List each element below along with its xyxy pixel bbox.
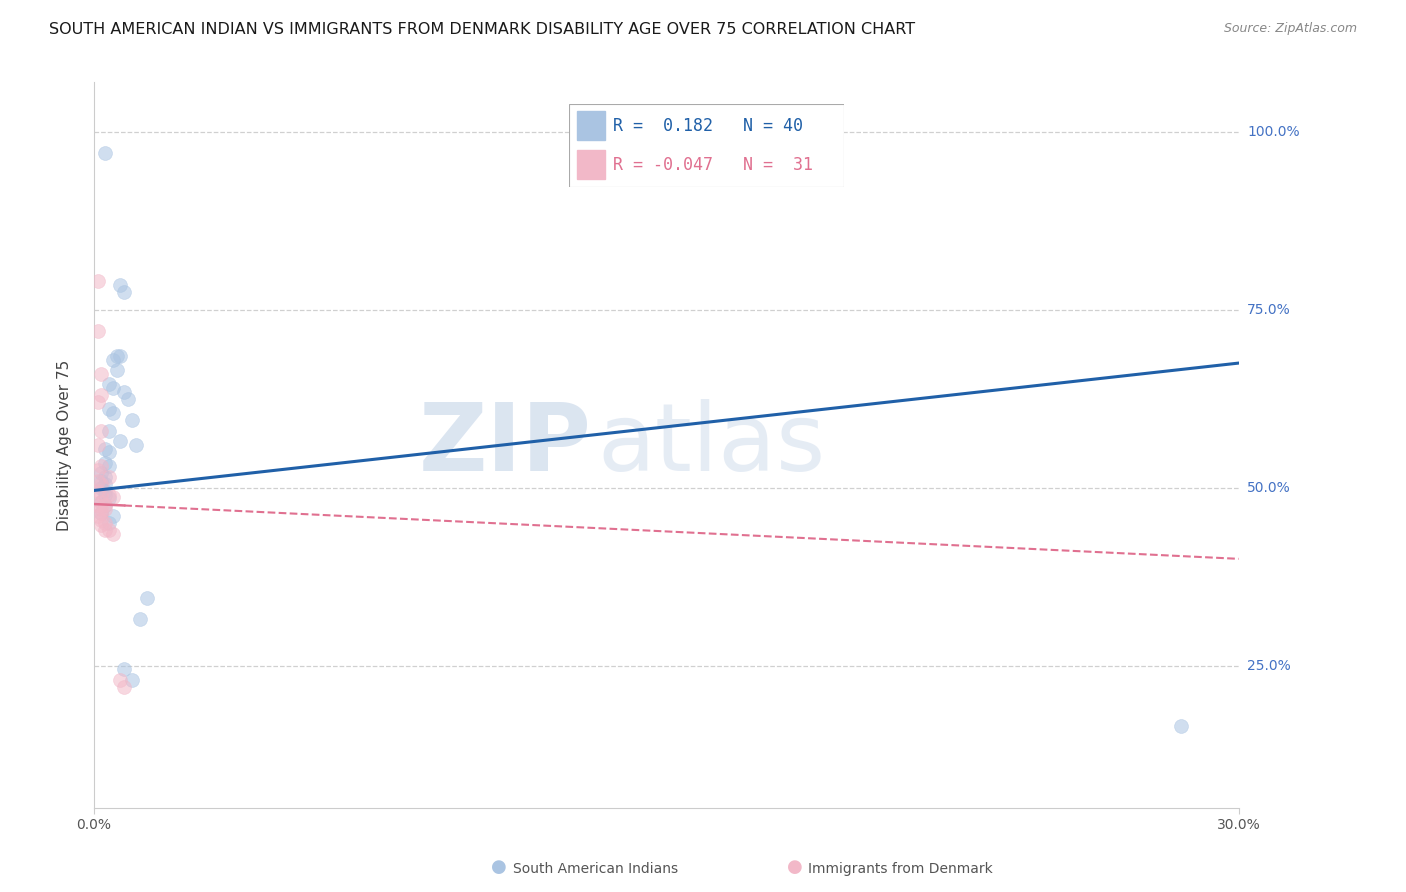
Point <box>112 285 135 299</box>
Point <box>94 442 117 456</box>
Point <box>94 470 117 484</box>
Point <box>94 146 117 161</box>
Point <box>94 502 117 516</box>
Point <box>98 445 121 459</box>
Point <box>90 459 112 474</box>
Point <box>117 392 139 406</box>
Point <box>105 349 128 363</box>
Point <box>98 402 121 417</box>
Point <box>90 481 112 495</box>
Point <box>128 612 150 626</box>
Point <box>86 438 108 452</box>
Point <box>94 499 117 513</box>
Point <box>86 274 108 288</box>
Point <box>807 146 830 161</box>
Point <box>90 506 112 520</box>
Point <box>94 484 117 499</box>
Point <box>125 438 148 452</box>
Point <box>136 591 159 605</box>
Point <box>98 516 121 531</box>
Point <box>94 524 117 538</box>
Point <box>94 456 117 470</box>
Point <box>90 513 112 527</box>
Point <box>121 673 143 687</box>
Text: ●: ● <box>786 858 803 876</box>
Point <box>101 509 124 524</box>
Point <box>86 499 108 513</box>
Text: ●: ● <box>491 858 508 876</box>
Y-axis label: Disability Age Over 75: Disability Age Over 75 <box>58 359 72 531</box>
Point <box>90 495 112 509</box>
Text: 100.0%: 100.0% <box>1247 125 1299 139</box>
Point <box>110 673 132 687</box>
Point <box>112 680 135 694</box>
Point <box>90 477 112 491</box>
Point <box>90 495 112 509</box>
Point <box>98 424 121 438</box>
Point <box>94 516 117 531</box>
Point <box>110 349 132 363</box>
Text: 50.0%: 50.0% <box>1247 481 1291 495</box>
Point <box>98 459 121 474</box>
Text: Source: ZipAtlas.com: Source: ZipAtlas.com <box>1223 22 1357 36</box>
Point <box>94 477 117 491</box>
Point <box>90 474 112 488</box>
Point <box>90 488 112 502</box>
Text: South American Indians: South American Indians <box>513 862 678 876</box>
Text: Immigrants from Denmark: Immigrants from Denmark <box>808 862 993 876</box>
Point <box>86 509 108 524</box>
Point <box>90 506 112 520</box>
Point <box>90 424 112 438</box>
Point <box>1170 719 1192 733</box>
Point <box>101 527 124 541</box>
Point <box>101 406 124 420</box>
Point <box>94 488 117 502</box>
Point <box>98 491 121 506</box>
Point <box>86 395 108 409</box>
Text: 75.0%: 75.0% <box>1247 302 1291 317</box>
Point <box>121 413 143 427</box>
Point <box>98 377 121 392</box>
Point <box>110 434 132 449</box>
Point <box>86 474 108 488</box>
Point <box>98 524 121 538</box>
Point <box>98 470 121 484</box>
Point <box>90 502 112 516</box>
Text: SOUTH AMERICAN INDIAN VS IMMIGRANTS FROM DENMARK DISABILITY AGE OVER 75 CORRELAT: SOUTH AMERICAN INDIAN VS IMMIGRANTS FROM… <box>49 22 915 37</box>
Text: atlas: atlas <box>598 399 825 491</box>
Point <box>86 324 108 338</box>
Text: 25.0%: 25.0% <box>1247 658 1291 673</box>
Text: ZIP: ZIP <box>419 399 592 491</box>
Point <box>90 367 112 381</box>
Point <box>105 363 128 377</box>
Point <box>101 490 124 504</box>
Point <box>112 384 135 399</box>
Point <box>101 381 124 395</box>
Point <box>90 517 112 532</box>
Point <box>90 388 112 402</box>
Point <box>112 662 135 676</box>
Point <box>90 467 112 481</box>
Point <box>110 277 132 292</box>
Point <box>86 484 108 499</box>
Point <box>86 463 108 477</box>
Point <box>101 352 124 367</box>
Point <box>98 488 121 502</box>
Point <box>94 499 117 513</box>
